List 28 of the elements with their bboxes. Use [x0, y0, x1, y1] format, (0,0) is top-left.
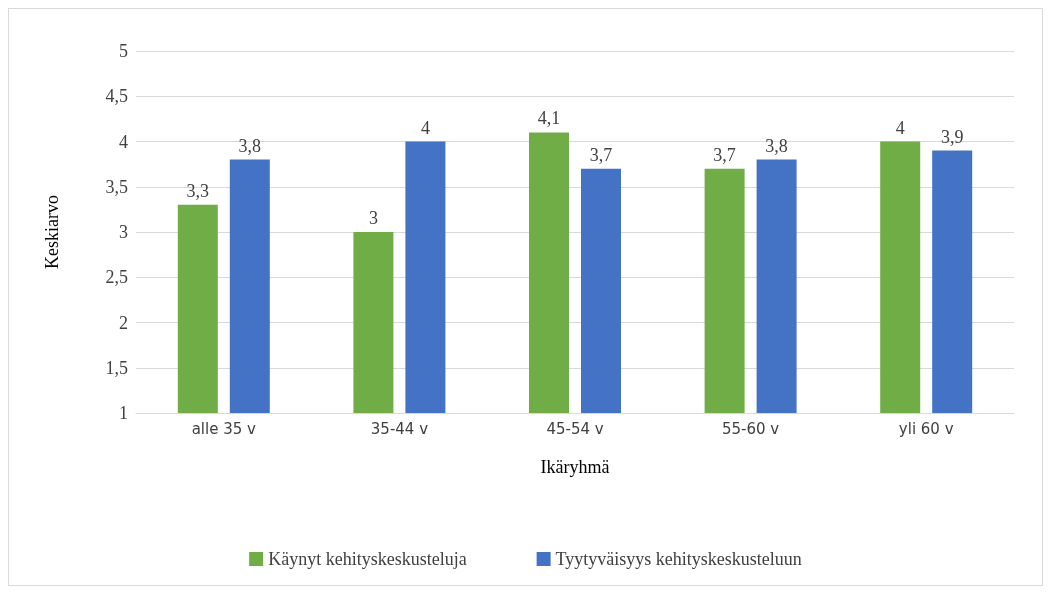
- y-tick-label: 4: [119, 131, 128, 152]
- x-axis-title: Ikäryhmä: [540, 457, 610, 477]
- y-tick-label: 5: [119, 41, 128, 61]
- data-label: 3: [368, 208, 378, 228]
- legend-label: Tyytyväisyys kehityskeskusteluun: [555, 549, 802, 569]
- data-label: 3,7: [713, 144, 736, 165]
- x-tick-label: 35-44 v: [370, 419, 429, 438]
- x-tick-label: alle 35 v: [191, 419, 257, 438]
- y-tick-label: 1: [119, 403, 128, 423]
- x-tick-label: yli 60 v: [898, 419, 954, 438]
- data-label: 3,9: [940, 126, 964, 147]
- y-axis-title: Keskiarvo: [42, 195, 62, 269]
- y-tick-label: 3: [119, 222, 128, 242]
- y-tick-label: 3,5: [105, 176, 128, 197]
- data-label: 4,1: [537, 108, 561, 129]
- data-label: 4: [895, 117, 905, 138]
- data-label: 4: [420, 117, 430, 138]
- data-label: 3,7: [589, 144, 613, 165]
- y-tick-label: 2,5: [105, 267, 128, 288]
- y-tick-label: 2: [119, 312, 128, 333]
- data-label: 3,8: [238, 135, 262, 156]
- data-label: 3,8: [765, 135, 788, 156]
- y-tick-label: 1,5: [105, 357, 128, 378]
- data-label: 3,3: [186, 180, 210, 201]
- y-tick-label: 4,5: [105, 86, 128, 107]
- x-tick-label: 55-60 v: [721, 419, 780, 438]
- legend-label: Käynyt kehityskeskusteluja: [268, 549, 467, 569]
- x-tick-label: 45-54 v: [546, 419, 604, 438]
